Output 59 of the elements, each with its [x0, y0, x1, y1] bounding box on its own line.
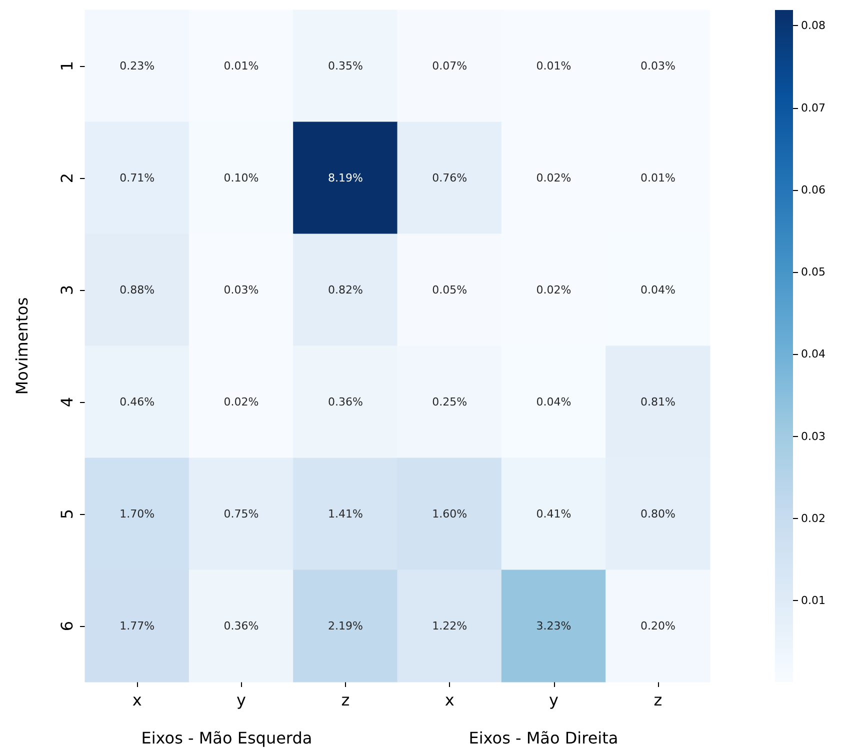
x-tick-label: y — [549, 690, 558, 710]
data-label: 3.23% — [536, 620, 572, 632]
data-label: 0.01% — [224, 60, 259, 72]
data-label: 0.71% — [120, 172, 155, 184]
data-label: 0.04% — [536, 396, 572, 408]
data-label: 0.36% — [224, 620, 259, 632]
data-label: 0.41% — [536, 508, 572, 520]
data-label: 0.20% — [640, 620, 676, 632]
x-tick-label: x — [444, 690, 454, 710]
y-tick-label: 5 — [58, 508, 76, 520]
color-bar-label: 0.07 — [801, 101, 826, 114]
data-label: 0.03% — [224, 284, 259, 296]
color-bar-label: 0.08 — [801, 19, 826, 32]
data-label: 1.22% — [432, 620, 468, 632]
data-label: 0.02% — [536, 172, 572, 184]
data-label: 1.60% — [432, 508, 468, 520]
data-label: 1.70% — [120, 508, 155, 520]
color-bar-label: 0.06 — [801, 183, 826, 196]
color-bar-label: 0.01 — [801, 594, 826, 608]
data-label: 0.07% — [432, 60, 468, 72]
data-label: 0.75% — [224, 508, 259, 520]
text: Eixos - Mão Direita — [468, 728, 618, 748]
y-tick-label: 6 — [58, 620, 76, 632]
data-label: 0.01% — [536, 60, 572, 72]
color-bar-label: 0.03 — [801, 430, 826, 443]
data-label: 0.25% — [432, 396, 468, 408]
x-axis-title: Eixos - Mão Esquerda — [141, 728, 312, 748]
color-bar-label: 0.02 — [801, 512, 826, 526]
data-label: 0.81% — [640, 396, 676, 408]
data-label: 2.19% — [328, 620, 363, 632]
y-axis-title: Movimentos — [12, 297, 32, 395]
color-bar-label: 0.05 — [801, 266, 826, 279]
y-tick-label: 4 — [58, 396, 76, 408]
y-tick-label: 2 — [58, 172, 76, 184]
data-label: 8.19% — [328, 172, 363, 184]
y-tick-label: 1 — [58, 60, 76, 72]
x-tick-label: y — [236, 690, 246, 710]
x-tick-label: x — [132, 690, 142, 710]
data-label: 0.23% — [120, 60, 155, 72]
data-label: 0.03% — [640, 60, 676, 72]
data-label: 0.35% — [328, 60, 363, 72]
data-label: 0.88% — [120, 284, 155, 296]
y-tick-label: 3 — [58, 284, 76, 296]
data-label: 0.46% — [120, 396, 155, 408]
data-label: 0.82% — [328, 284, 363, 296]
data-label: 0.05% — [432, 284, 468, 296]
data-label: 1.77% — [120, 620, 155, 632]
data-label: 0.01% — [640, 172, 676, 184]
data-label: 0.02% — [224, 396, 259, 408]
data-label: 0.76% — [432, 172, 468, 184]
data-label: 0.80% — [640, 508, 676, 520]
data-label: 0.02% — [536, 284, 572, 296]
color-bar-label: 0.04 — [801, 348, 826, 361]
data-label: 0.10% — [224, 172, 259, 184]
x-tick-label: z — [654, 690, 662, 710]
data-label: 0.36% — [328, 396, 363, 408]
data-label: 1.41% — [328, 508, 363, 520]
data-label: 0.04% — [640, 284, 676, 296]
x-tick-label: z — [341, 690, 350, 710]
